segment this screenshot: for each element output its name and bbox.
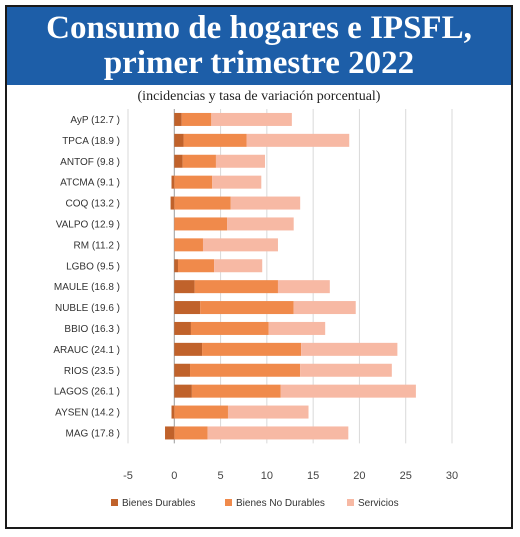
legend: Bienes Durables Bienes No Durables Servici… <box>111 498 399 509</box>
legend-label-2: Servicios <box>358 498 399 509</box>
category-label-1: TPCA (18.9 ) <box>62 136 120 147</box>
category-label-6: RM (11.2 ) <box>74 240 121 251</box>
category-label-10: BBIO (16.3 ) <box>64 324 120 335</box>
bar-bienes-no-durables-15 <box>174 426 208 440</box>
bar-servicios-7 <box>214 259 263 273</box>
category-label-14: AYSEN (14.2 ) <box>55 408 120 419</box>
bar-bienes-no-durables-0 <box>181 112 212 126</box>
x-tick-label-0: -5 <box>123 470 133 482</box>
bar-servicios-8 <box>277 280 330 294</box>
bar-bienes-no-durables-9 <box>200 301 294 315</box>
x-tick-label-2: 5 <box>218 470 224 482</box>
legend-swatch-0 <box>111 499 118 506</box>
bar-servicios-11 <box>301 342 398 356</box>
x-tick-label-4: 15 <box>307 470 319 482</box>
bar-bienes-durables-2 <box>174 154 183 168</box>
bar-servicios-9 <box>293 301 356 315</box>
chart-frame: Consumo de hogares e IPSFL, primer trime… <box>5 5 513 529</box>
chart-subtitle: (incidencias y tasa de variación porcent… <box>137 89 381 104</box>
bar-bienes-durables-14 <box>171 405 175 419</box>
category-label-9: NUBLE (19.6 ) <box>55 303 120 314</box>
x-tick-label-3: 10 <box>261 470 273 482</box>
bar-servicios-3 <box>212 175 262 189</box>
bar-bienes-durables-4 <box>170 196 175 210</box>
title-banner: Consumo de hogares e IPSFL, primer trime… <box>7 7 511 85</box>
bar-bienes-durables-3 <box>171 175 175 189</box>
x-tick-label-5: 20 <box>353 470 365 482</box>
stacked-bar-chart: AyP (12.7 ) TPCA (18.9 ) ANTOF (9.8 ) ATCMA… <box>53 109 458 509</box>
category-label-5: VALPO (12.9 ) <box>56 219 120 230</box>
bar-bienes-no-durables-11 <box>202 342 302 356</box>
chart-title-line-2: primer trimestre 2022 <box>103 45 415 81</box>
bar-servicios-15 <box>207 426 349 440</box>
category-label-12: RIOS (23.5 ) <box>64 366 120 377</box>
bar-bienes-no-durables-1 <box>183 133 247 147</box>
bar-servicios-10 <box>268 321 326 335</box>
category-label-13: LAGOS (26.1 ) <box>54 387 120 398</box>
category-label-8: MAULE (16.8 ) <box>54 282 120 293</box>
bar-bienes-durables-11 <box>174 342 203 356</box>
legend-label-0: Bienes Durables <box>122 498 195 509</box>
category-label-3: ATCMA (9.1 ) <box>60 178 120 189</box>
bar-bienes-durables-13 <box>174 384 192 398</box>
category-label-15: MAG (17.8 ) <box>66 428 120 439</box>
bar-bienes-no-durables-14 <box>174 405 228 419</box>
bar-bienes-no-durables-4 <box>174 196 231 210</box>
bar-bienes-no-durables-5 <box>174 217 228 231</box>
x-tick-label-6: 25 <box>400 470 412 482</box>
bars-group <box>165 112 416 440</box>
bar-bienes-durables-15 <box>165 426 175 440</box>
bar-bienes-no-durables-8 <box>194 280 278 294</box>
bar-bienes-no-durables-6 <box>174 238 203 252</box>
x-tick-label-7: 30 <box>446 470 458 482</box>
category-labels: AyP (12.7 ) TPCA (18.9 ) ANTOF (9.8 ) ATCMA… <box>53 115 120 440</box>
bar-servicios-1 <box>246 133 350 147</box>
legend-swatch-1 <box>225 499 232 506</box>
category-label-4: COQ (13.2 ) <box>66 199 120 210</box>
category-label-0: AyP (12.7 ) <box>70 115 120 126</box>
bar-bienes-no-durables-2 <box>182 154 216 168</box>
bar-bienes-durables-9 <box>174 301 201 315</box>
bar-bienes-durables-0 <box>174 112 182 126</box>
bar-bienes-durables-10 <box>174 321 191 335</box>
bar-bienes-no-durables-13 <box>191 384 281 398</box>
bar-servicios-12 <box>300 363 392 377</box>
bar-servicios-13 <box>280 384 416 398</box>
bar-servicios-2 <box>215 154 266 168</box>
category-label-11: ARAUC (24.1 ) <box>53 345 120 356</box>
category-label-7: LGBO (9.5 ) <box>66 261 120 272</box>
category-label-2: ANTOF (9.8 ) <box>60 157 120 168</box>
x-tick-labels: -5 0 5 10 15 20 25 30 <box>123 470 458 482</box>
bar-servicios-5 <box>227 217 294 231</box>
legend-swatch-2 <box>347 499 354 506</box>
bar-servicios-6 <box>202 238 278 252</box>
bar-bienes-no-durables-12 <box>190 363 301 377</box>
x-tick-label-1: 0 <box>171 470 177 482</box>
bar-bienes-durables-12 <box>174 363 191 377</box>
bar-bienes-durables-7 <box>174 259 178 273</box>
bar-servicios-0 <box>211 112 292 126</box>
bar-bienes-durables-8 <box>174 280 195 294</box>
legend-label-1: Bienes No Durables <box>236 498 325 509</box>
bar-servicios-4 <box>230 196 301 210</box>
chart-title-line-1: Consumo de hogares e IPSFL, <box>46 10 472 46</box>
bar-servicios-14 <box>227 405 309 419</box>
bar-bienes-no-durables-10 <box>190 321 269 335</box>
bar-bienes-durables-1 <box>174 133 184 147</box>
bar-bienes-no-durables-7 <box>177 259 215 273</box>
bar-bienes-no-durables-3 <box>174 175 213 189</box>
